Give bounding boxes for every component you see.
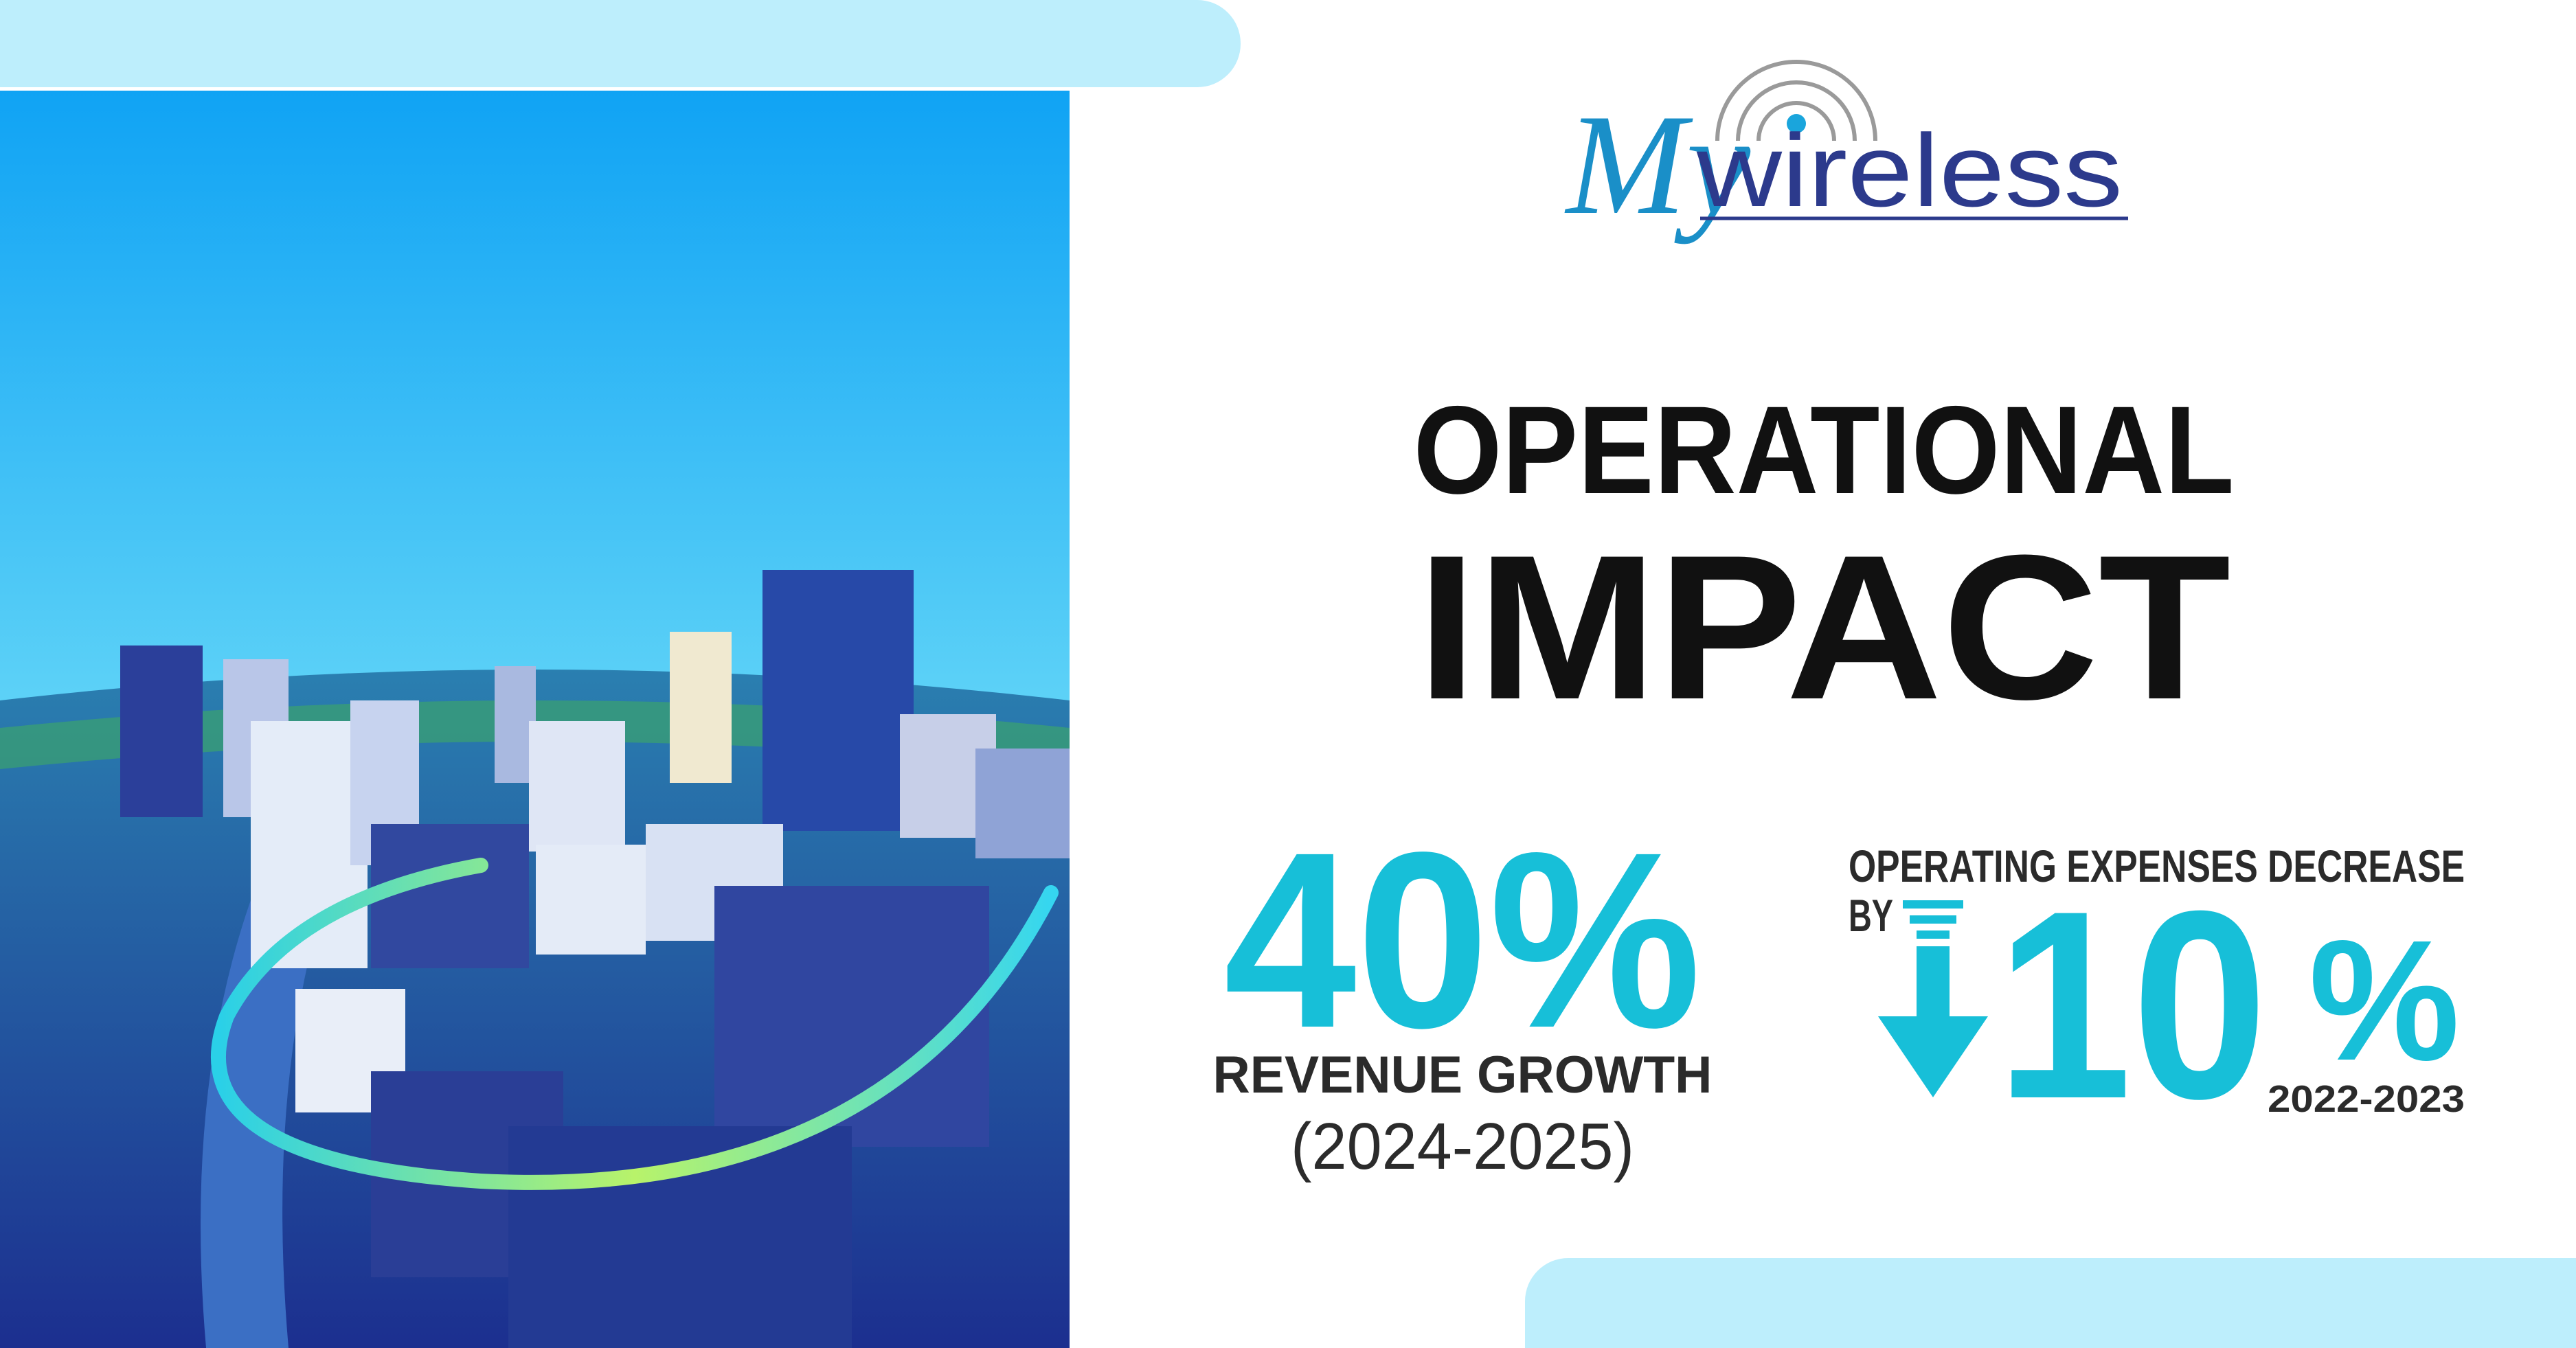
building	[670, 632, 732, 783]
signal-arcs	[1715, 60, 1877, 141]
arc	[1736, 80, 1857, 141]
stat-prefix: BY	[1849, 890, 1893, 941]
stat-label: OPERATING EXPENSES DECREASE	[1849, 841, 2465, 891]
river	[201, 810, 357, 1348]
signal-dot	[1787, 114, 1806, 133]
arrow-bar	[1917, 930, 1950, 939]
top-pill	[0, 0, 1241, 87]
building	[508, 1126, 852, 1348]
headline-line2: IMPACT	[1417, 512, 2231, 742]
building	[371, 824, 529, 968]
down-arrow	[1878, 900, 1988, 1097]
arrow-head	[1878, 946, 1988, 1097]
swirl	[210, 858, 1059, 1190]
stat-period: 2022-2023	[2268, 1077, 2465, 1120]
arrow-bar	[1910, 915, 1956, 924]
building	[762, 570, 914, 831]
arc	[1715, 60, 1877, 141]
stat-value: 10	[1996, 855, 2268, 1154]
building	[120, 646, 203, 817]
logo: My wireless	[1564, 60, 2128, 244]
bottom-pill	[1525, 1258, 2576, 1348]
stat-value: 40%	[1224, 801, 1702, 1080]
arrow-bar	[1903, 900, 1963, 909]
stat-label: REVENUE GROWTH	[1213, 1046, 1713, 1104]
stat-period: (2024-2025)	[1291, 1110, 1634, 1183]
city-illustration	[0, 91, 1070, 1348]
logo-wireless: wireless	[1696, 113, 2123, 228]
stat-unit: %	[2309, 904, 2460, 1096]
building	[529, 721, 625, 852]
building	[536, 845, 646, 955]
headline-line1: OPERATIONAL	[1414, 380, 2235, 520]
arc	[1756, 101, 1836, 141]
building	[975, 749, 1070, 858]
